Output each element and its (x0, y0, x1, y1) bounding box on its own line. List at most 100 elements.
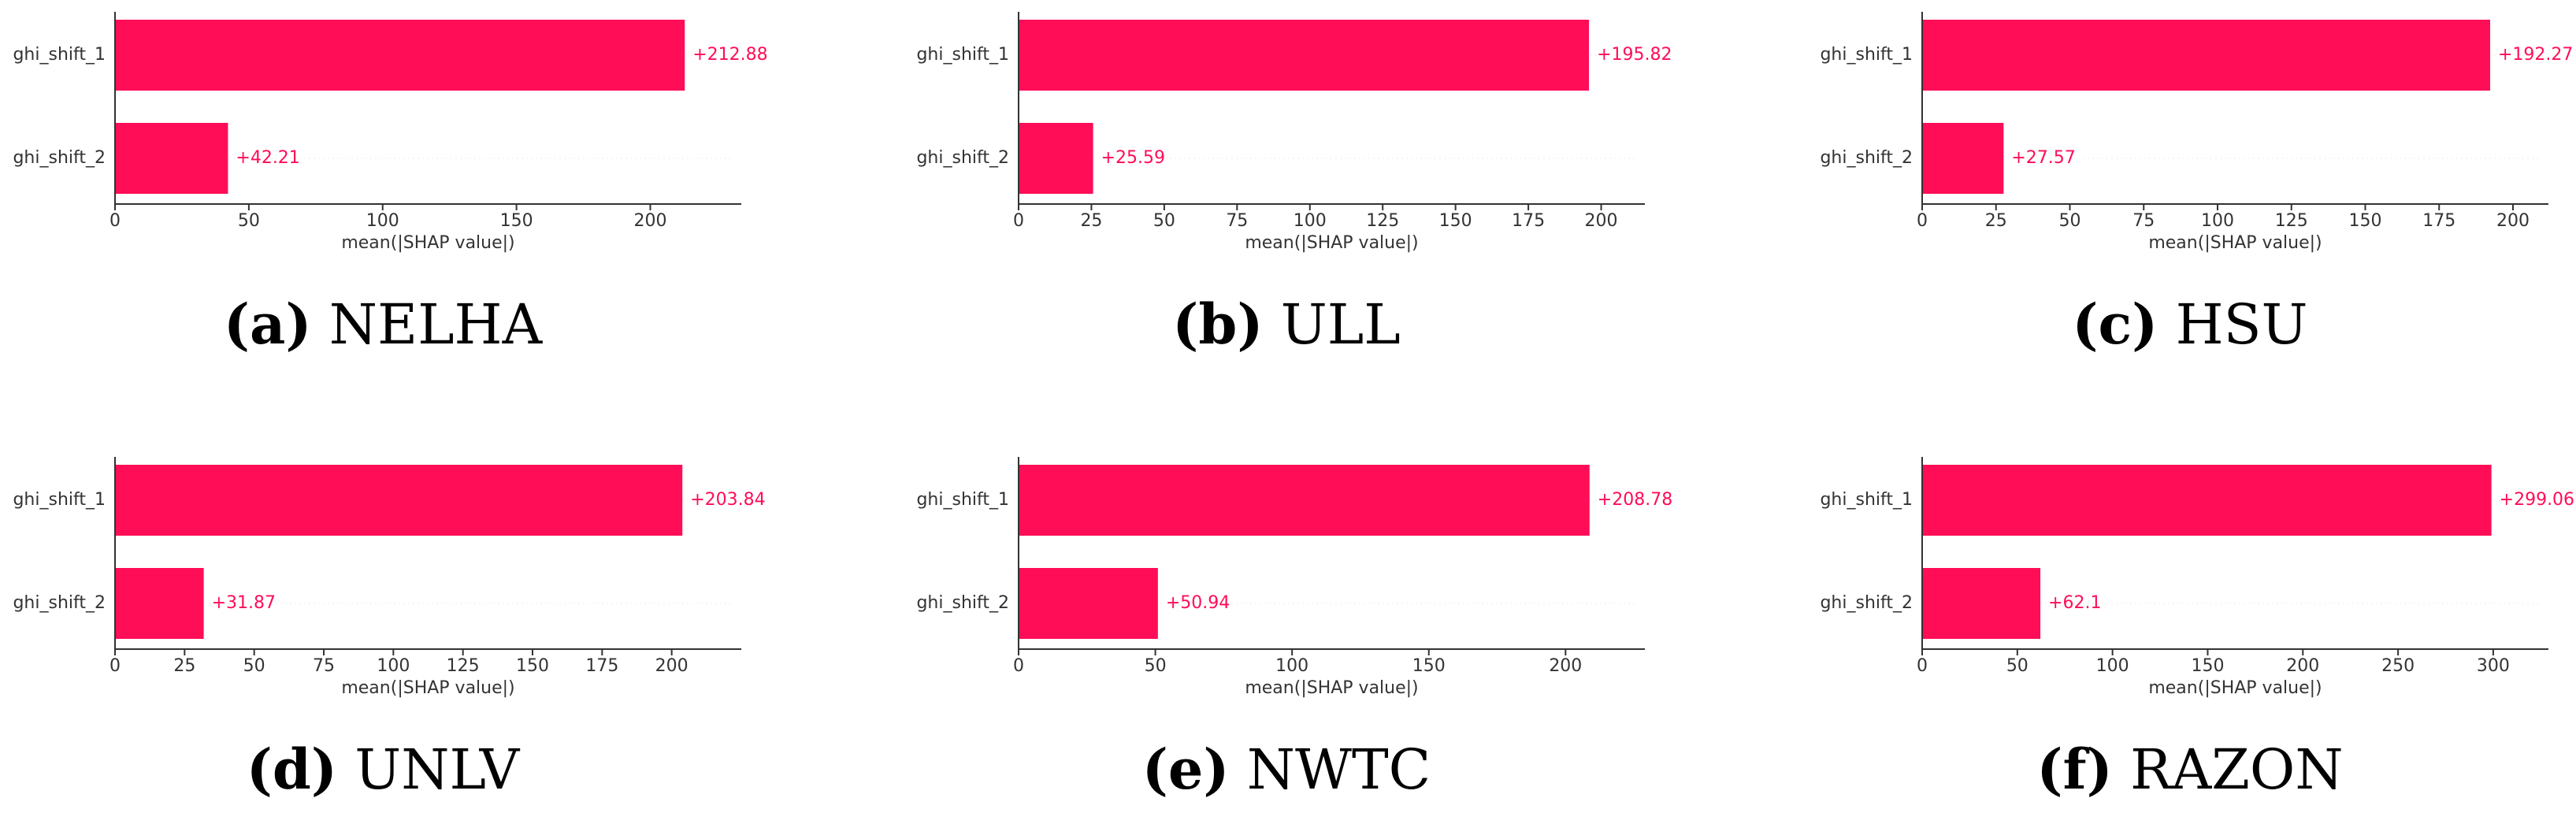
x-tick-label: 250 (2381, 656, 2415, 676)
bar (115, 20, 685, 91)
x-tick-label: 200 (633, 211, 666, 231)
x-axis-label: mean(|SHAP value|) (2148, 678, 2322, 698)
value-label: +25.59 (1101, 148, 1165, 168)
caption-tag: (f) (2036, 737, 2112, 802)
x-axis-label: mean(|SHAP value|) (1245, 678, 1418, 698)
x-tick-label: 100 (377, 656, 410, 676)
x-tick-label: 125 (1366, 211, 1399, 231)
bar (1922, 465, 2492, 536)
x-tick-label: 125 (2275, 211, 2308, 231)
x-tick-label: 175 (2422, 211, 2455, 231)
x-tick-label: 200 (1585, 211, 1618, 231)
panel: +192.27 ghi_shift_1 +27.57 ghi_shift_2 0 25 50… (1820, 12, 2573, 357)
caption-space (1263, 292, 1280, 357)
bar (115, 568, 204, 639)
x-tick-label: 200 (2496, 211, 2530, 231)
value-label: +208.78 (1598, 490, 1672, 510)
x-tick-label: 200 (655, 656, 689, 676)
x-tick-label: 75 (313, 656, 335, 676)
x-tick-label: 25 (1985, 211, 2007, 231)
x-tick-label: 0 (109, 656, 121, 676)
category-label: ghi_shift_1 (13, 490, 106, 510)
x-tick-label: 50 (2059, 211, 2081, 231)
category-label: ghi_shift_2 (1820, 593, 1913, 613)
caption-name: NELHA (329, 292, 544, 357)
panel: +299.06 ghi_shift_1 +62.1 ghi_shift_2 0 50 100… (1820, 457, 2574, 802)
caption-space (2158, 292, 2175, 357)
x-tick-label: 175 (1512, 211, 1545, 231)
panel: +195.82 ghi_shift_1 +25.59 ghi_shift_2 0 25 50… (916, 12, 1672, 357)
category-label: ghi_shift_1 (916, 45, 1009, 65)
x-tick-label: 75 (2132, 211, 2155, 231)
x-tick-label: 25 (1080, 211, 1102, 231)
caption: (b) ULL (1172, 291, 1400, 357)
caption-tag: (d) (247, 737, 337, 802)
x-tick-label: 100 (2096, 656, 2129, 676)
category-label: ghi_shift_2 (1820, 148, 1913, 168)
caption-space (2113, 737, 2130, 802)
value-label: +212.88 (692, 45, 767, 65)
bar (1922, 20, 2491, 91)
bar (1922, 568, 2041, 639)
x-tick-label: 0 (1917, 656, 1928, 676)
value-label: +31.87 (212, 593, 276, 613)
caption: (e) NWTC (1142, 737, 1431, 802)
category-label: ghi_shift_2 (916, 593, 1009, 613)
caption: (a) NELHA (224, 291, 544, 357)
x-tick-label: 0 (1917, 211, 1928, 231)
category-label: ghi_shift_1 (1820, 490, 1913, 510)
value-label: +299.06 (2500, 490, 2574, 510)
caption-space (311, 292, 328, 357)
x-tick-label: 100 (1275, 656, 1308, 676)
caption-space (337, 737, 354, 802)
x-axis-label: mean(|SHAP value|) (341, 678, 514, 698)
x-tick-label: 75 (1226, 211, 1248, 231)
value-label: +42.21 (236, 148, 299, 168)
panel: +212.88 ghi_shift_1 +42.21 ghi_shift_2 0 50 10… (13, 12, 768, 357)
caption: (d) UNLV (247, 737, 521, 802)
panel: +203.84 ghi_shift_1 +31.87 ghi_shift_2 0 25 50… (13, 457, 766, 802)
value-label: +27.57 (2011, 148, 2075, 168)
x-tick-label: 150 (500, 211, 533, 231)
caption-tag: (c) (2072, 291, 2158, 357)
caption-name: NWTC (1247, 737, 1431, 802)
x-tick-label: 25 (173, 656, 195, 676)
x-tick-label: 50 (238, 211, 260, 231)
value-label: +192.27 (2498, 45, 2573, 65)
caption-name: HSU (2176, 292, 2308, 357)
caption-tag: (e) (1142, 737, 1230, 802)
x-tick-label: 50 (1145, 656, 1167, 676)
caption-space (1230, 737, 1247, 802)
caption-tag: (a) (224, 291, 312, 357)
caption-name: UNLV (354, 737, 520, 802)
x-tick-label: 150 (516, 656, 549, 676)
category-label: ghi_shift_2 (13, 148, 106, 168)
x-axis-label: mean(|SHAP value|) (341, 233, 514, 253)
x-tick-label: 200 (1549, 656, 1582, 676)
bar (1019, 465, 1590, 536)
x-tick-label: 0 (109, 211, 121, 231)
caption: (f) RAZON (2036, 737, 2343, 802)
x-tick-label: 200 (2286, 656, 2319, 676)
x-axis-label: mean(|SHAP value|) (1245, 233, 1418, 253)
bar (1019, 20, 1590, 91)
x-tick-label: 0 (1013, 211, 1024, 231)
x-tick-label: 150 (2349, 211, 2382, 231)
x-tick-label: 175 (585, 656, 618, 676)
x-tick-label: 150 (2191, 656, 2224, 676)
value-label: +203.84 (690, 490, 765, 510)
caption-name: ULL (1281, 292, 1401, 357)
x-tick-label: 150 (1412, 656, 1446, 676)
caption-tag: (b) (1172, 291, 1263, 357)
bar (115, 123, 228, 194)
x-tick-label: 50 (243, 656, 265, 676)
bar (1019, 123, 1093, 194)
caption-name: RAZON (2130, 737, 2344, 802)
bar (1922, 123, 2004, 194)
caption: (c) HSU (2072, 291, 2307, 357)
category-label: ghi_shift_2 (13, 593, 106, 613)
x-tick-label: 50 (2006, 656, 2029, 676)
x-tick-label: 100 (366, 211, 399, 231)
value-label: +50.94 (1166, 593, 1230, 613)
